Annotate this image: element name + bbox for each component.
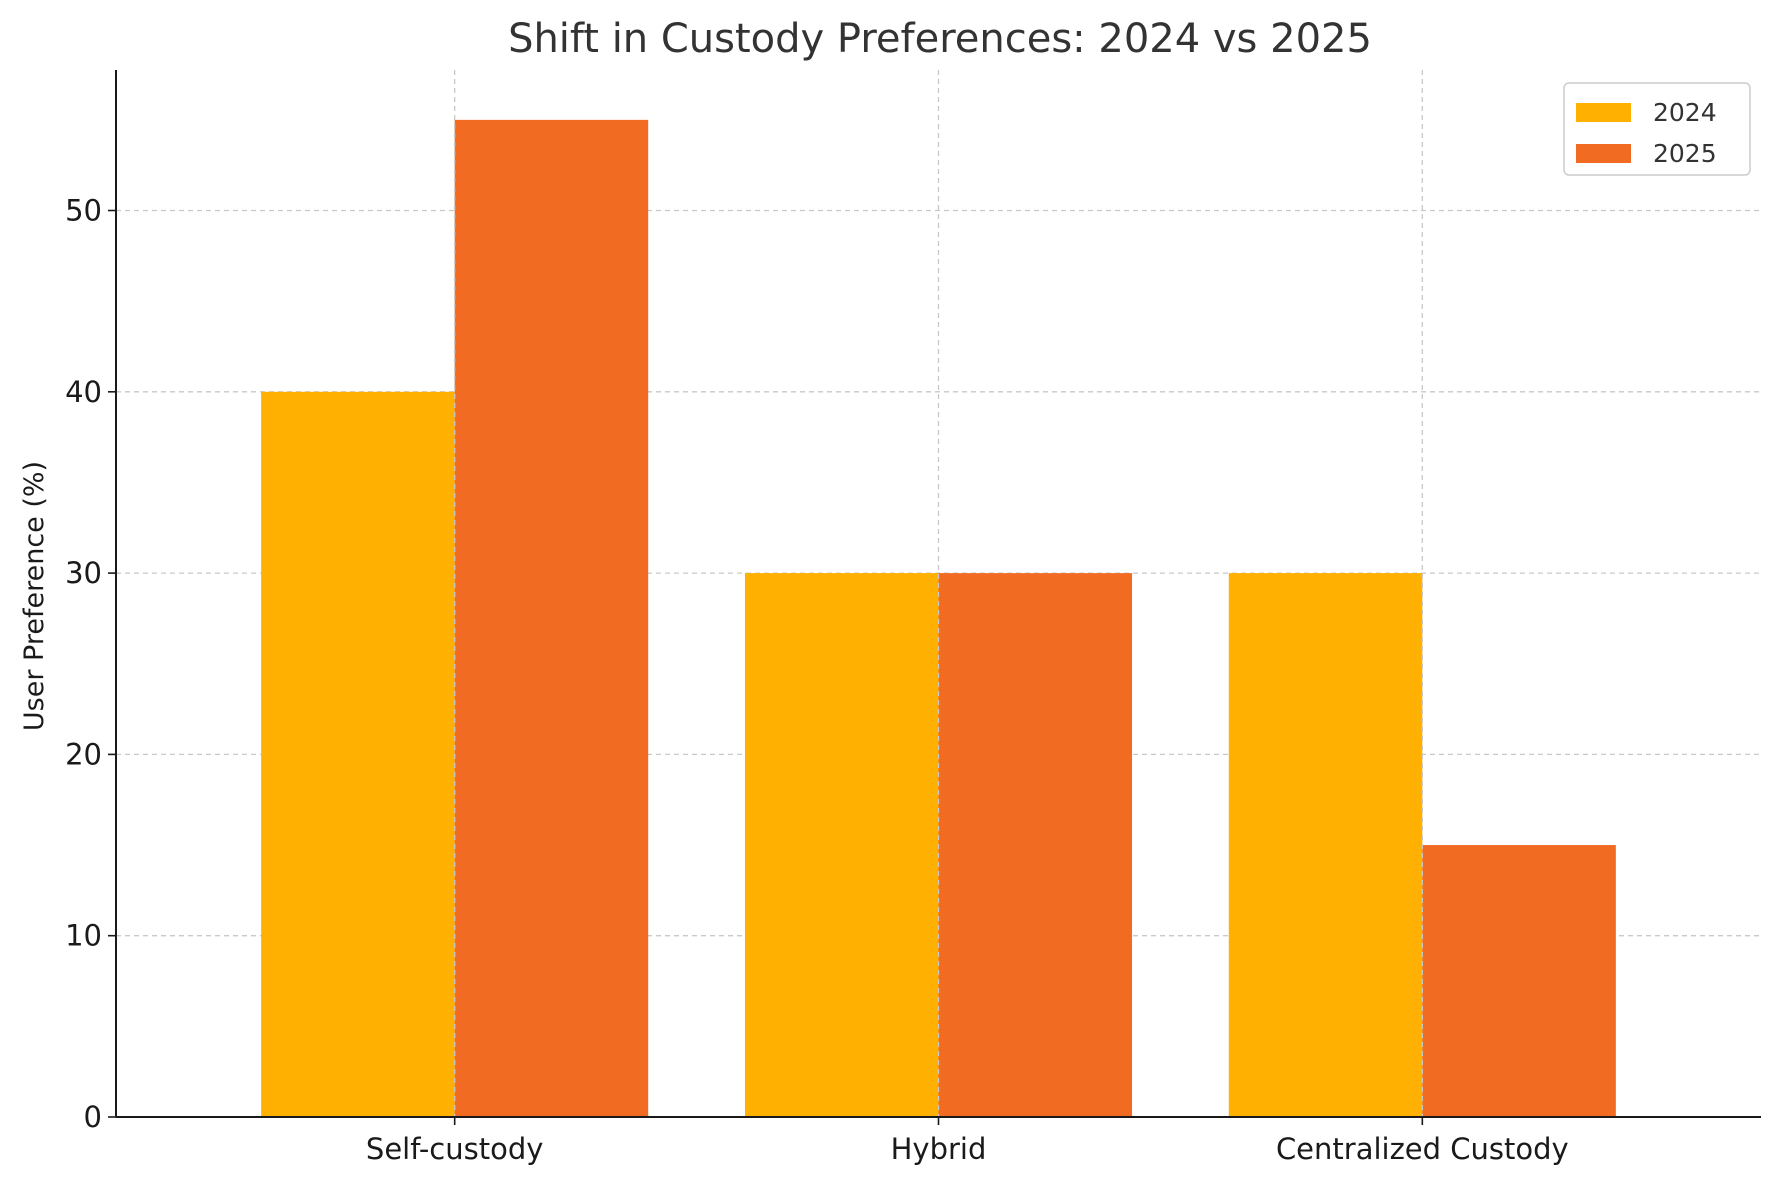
- x-axis-ticks: Self-custody Hybrid Centralized Custody: [366, 1117, 1569, 1166]
- bar-2024-0: [261, 391, 455, 1118]
- vertical-grid-lines: [454, 70, 1423, 1117]
- bar-2024-2: [1228, 573, 1423, 1117]
- legend-label-2025: 2025: [1653, 139, 1717, 168]
- y-tick-label: 40: [65, 375, 102, 409]
- x-tick-label: Self-custody: [366, 1132, 544, 1166]
- legend: 2024 2025: [1563, 82, 1751, 176]
- y-tick-label: 50: [65, 194, 102, 228]
- bars: [261, 119, 1616, 1118]
- y-tick-label: 0: [84, 1100, 102, 1134]
- bar-2025-1: [938, 573, 1133, 1117]
- legend-label-2024: 2024: [1653, 98, 1717, 127]
- y-tick-label: 20: [65, 737, 102, 771]
- bar-2025-2: [1422, 845, 1616, 1117]
- y-axis-label: User Preference (%): [19, 461, 50, 731]
- bar-2025-0: [454, 119, 649, 1118]
- legend-swatch-2024: [1576, 103, 1631, 122]
- y-tick-label: 10: [65, 919, 102, 953]
- bar-2024-1: [744, 573, 939, 1117]
- chart-title: Shift in Custody Preferences: 2024 vs 20…: [508, 16, 1372, 62]
- x-tick-label: Hybrid: [891, 1132, 987, 1166]
- y-tick-label: 30: [65, 556, 102, 590]
- y-axis-ticks: 0 10 20 30 40 50: [65, 194, 116, 1134]
- legend-swatch-2025: [1576, 144, 1631, 163]
- x-tick-label: Centralized Custody: [1276, 1132, 1569, 1166]
